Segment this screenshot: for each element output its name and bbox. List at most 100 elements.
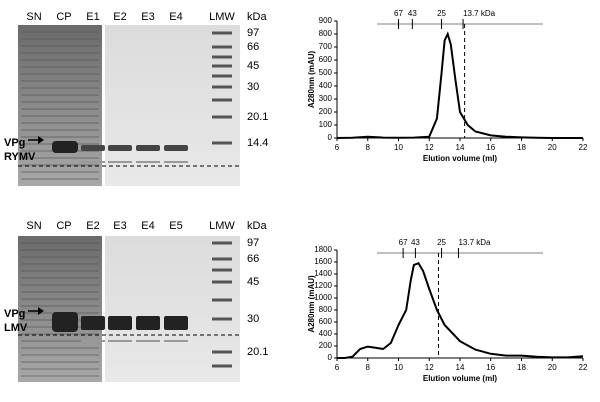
arrow-head: [38, 307, 44, 315]
ladder-band: [212, 31, 232, 35]
lane-label: LMW: [209, 11, 235, 23]
x-tick-label: 8: [366, 363, 371, 372]
lane-label: CP: [56, 11, 71, 23]
gel-band: [21, 263, 99, 265]
gel-band: [21, 305, 99, 307]
gel-band: [21, 178, 99, 180]
gel-band: [164, 316, 188, 330]
x-tick-label: 12: [425, 363, 434, 372]
arrow-label: VPg: [4, 308, 25, 320]
gel-band: [81, 145, 105, 151]
x-tick-label: 16: [486, 143, 495, 152]
lane-label: E3: [113, 220, 126, 232]
ladder-band: [212, 74, 232, 78]
curve: [337, 261, 584, 359]
y-axis-label: A280nm (mAU): [307, 50, 316, 108]
ladder-band: [212, 280, 232, 284]
gel-band: [21, 52, 99, 54]
gel-band: [21, 256, 99, 258]
unit-label: kDa: [247, 11, 267, 23]
gel-band: [21, 108, 99, 110]
x-tick-label: 18: [517, 363, 526, 372]
gel-band: [21, 164, 99, 166]
y-tick-label: 400: [319, 329, 333, 338]
lane-label: CP: [56, 220, 71, 232]
lane-label: E3: [141, 11, 154, 23]
gel-band: [108, 145, 132, 151]
gel-band: [81, 316, 105, 330]
mw-label: 66: [247, 41, 259, 53]
x-tick-label: 6: [335, 143, 340, 152]
marker-label: 43: [408, 9, 417, 18]
gel-band: [21, 115, 99, 117]
x-tick-label: 14: [456, 143, 465, 152]
curve: [336, 31, 583, 139]
gel-band: [21, 94, 99, 96]
ladder-band: [212, 115, 232, 119]
lane-label: LMW: [209, 220, 235, 232]
ladder-band: [212, 64, 232, 68]
mw-label: 20.1: [247, 346, 268, 358]
ladder-band: [212, 317, 232, 321]
mw-label: 45: [247, 60, 259, 72]
marker-label: 13.7 kDa: [458, 238, 491, 247]
mw-label: 97: [247, 27, 259, 39]
marker-label: 25: [437, 9, 446, 18]
x-tick-label: 6: [335, 363, 340, 372]
ladder-band: [212, 45, 232, 49]
mw-label: 97: [247, 237, 259, 249]
gel-band: [164, 161, 188, 163]
x-tick-label: 20: [548, 363, 557, 372]
gel-band: [21, 277, 99, 279]
gel-band: [21, 80, 99, 82]
lane-label: E2: [86, 220, 99, 232]
gel-band: [136, 340, 160, 342]
lane-label: E4: [141, 220, 154, 232]
gel-band: [21, 59, 99, 61]
y-tick-label: 200: [319, 107, 333, 116]
gel-band: [164, 145, 188, 151]
y-tick-label: 0: [328, 133, 333, 142]
y-tick-label: 1200: [314, 281, 332, 290]
y-tick-label: 1600: [314, 257, 332, 266]
gel-band: [21, 73, 99, 75]
y-tick-label: 1000: [314, 293, 332, 302]
x-tick-label: 10: [394, 143, 403, 152]
lane-label: E4: [169, 11, 182, 23]
gel-band: [21, 375, 99, 377]
gel-band: [21, 38, 99, 40]
gel-band: [21, 66, 99, 68]
ladder-band: [212, 350, 232, 354]
gel-band: [21, 87, 99, 89]
gel-band: [21, 171, 99, 173]
ladder-band: [212, 98, 232, 102]
x-tick-label: 18: [517, 143, 526, 152]
gel-band: [21, 242, 99, 244]
marker-label: 43: [411, 238, 420, 247]
gel-band: [164, 340, 188, 342]
mw-label: 66: [247, 253, 259, 265]
mw-label: 30: [247, 81, 259, 93]
y-tick-label: 700: [319, 42, 333, 51]
x-tick-label: 8: [366, 143, 371, 152]
gel-band: [136, 316, 160, 330]
unit-label: kDa: [247, 220, 267, 232]
gel-band: [21, 31, 99, 33]
x-tick-label: 14: [456, 363, 465, 372]
x-tick-label: 22: [579, 363, 588, 372]
gel-band: [21, 291, 99, 293]
mw-label: 20.1: [247, 111, 268, 123]
marker-label: 67: [394, 9, 403, 18]
gel-band: [21, 361, 99, 363]
lane-label: E2: [113, 11, 126, 23]
y-tick-label: 500: [319, 68, 333, 77]
lane-label: E1: [86, 11, 99, 23]
gel-band: [136, 161, 160, 163]
gel-light: [105, 25, 240, 186]
gel-band: [21, 270, 99, 272]
gel-band: [21, 129, 99, 131]
y-tick-label: 100: [319, 120, 333, 129]
gel-band: [21, 136, 99, 138]
arrow-head: [38, 136, 44, 144]
